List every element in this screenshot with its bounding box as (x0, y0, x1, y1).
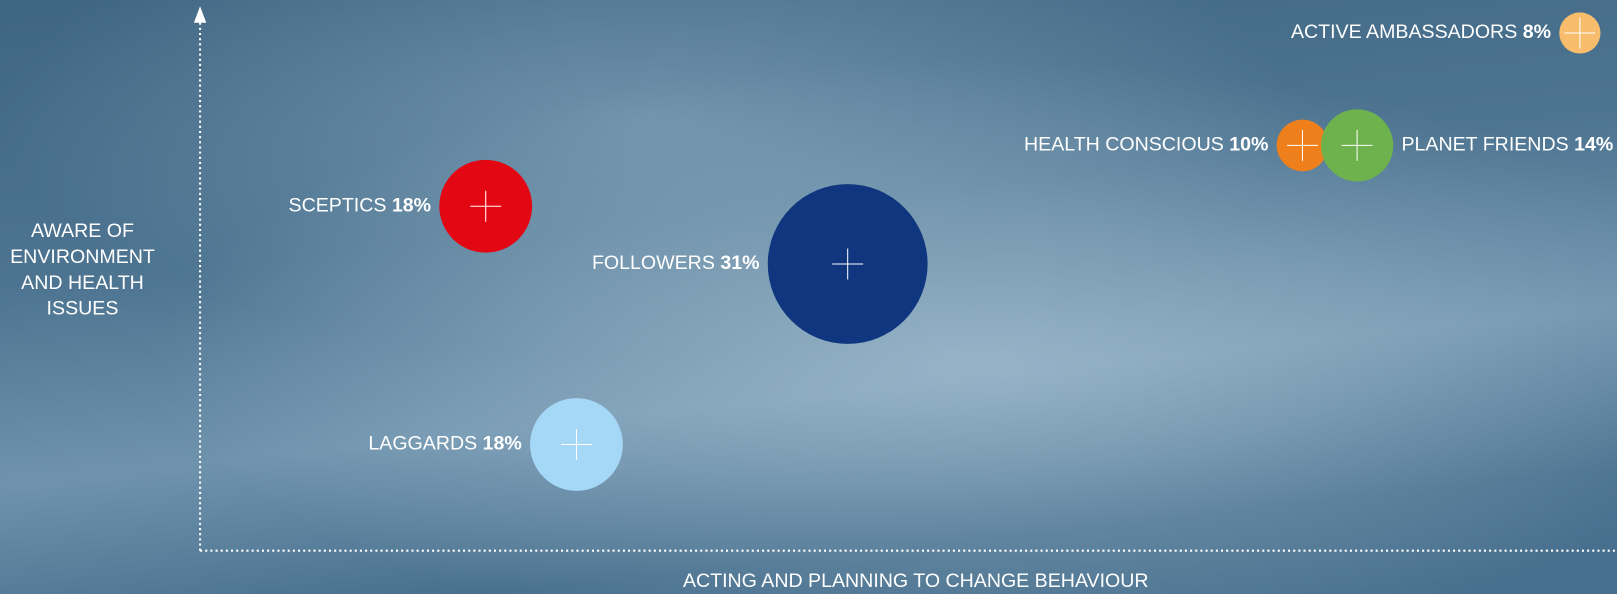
segment-share: 8% (1523, 21, 1551, 43)
bubble-label: ACTIVE AMBASSADORS 8% (1291, 21, 1551, 43)
bubble-label: FOLLOWERS 31% (592, 252, 760, 274)
bubble-label: SCEPTICS 18% (289, 194, 432, 216)
bubble-label: PLANET FRIENDS 14% (1401, 134, 1613, 156)
segment-share: 10% (1229, 134, 1268, 156)
bubble-label: LAGGARDS 18% (368, 433, 521, 455)
segment-name: SCEPTICS (289, 194, 392, 216)
segment-name: ACTIVE AMBASSADORS (1291, 21, 1523, 43)
segment-share: 18% (483, 433, 522, 455)
segment-name: FOLLOWERS (592, 252, 720, 274)
y-axis-label: AWARE OF ENVIRONMENT AND HEALTH ISSUES (10, 220, 155, 320)
y-axis-label-box: AWARE OF ENVIRONMENT AND HEALTH ISSUES (10, 220, 155, 320)
segment-name: PLANET FRIENDS (1401, 134, 1574, 156)
bubble-label: HEALTH CONSCIOUS 10% (1024, 134, 1268, 156)
x-axis-label: ACTING AND PLANNING TO CHANGE BEHAVIOUR (683, 570, 1149, 592)
segment-share: 31% (720, 252, 759, 274)
segment-share: 14% (1574, 134, 1613, 156)
segment-name: HEALTH CONSCIOUS (1024, 134, 1229, 156)
y-axis-arrow (193, 6, 207, 23)
segment-name: LAGGARDS (368, 433, 482, 455)
segment-share: 18% (392, 194, 431, 216)
